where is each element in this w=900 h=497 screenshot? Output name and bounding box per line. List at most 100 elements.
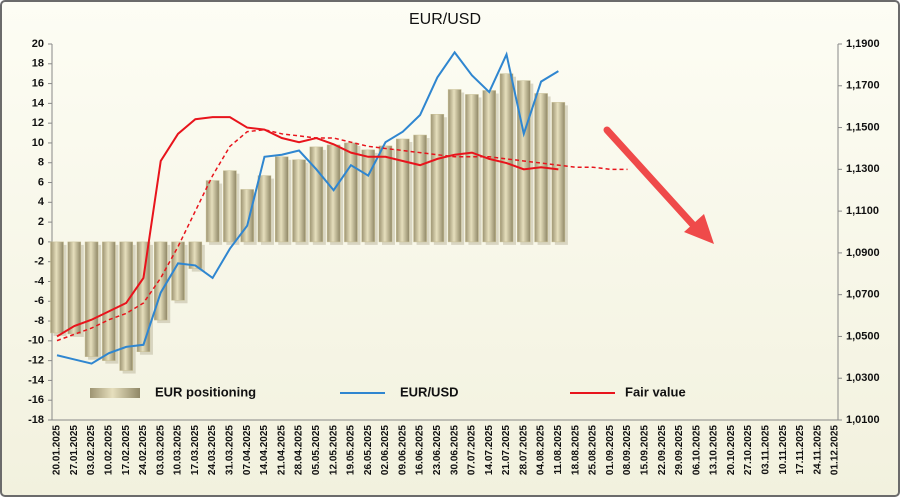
y-tick-label: 6 [38, 176, 44, 188]
bar [447, 89, 462, 243]
y-tick-label: 18 [32, 58, 44, 70]
legend-label: Fair value [625, 384, 686, 399]
x-tick-label: 27.10.2025 [743, 425, 754, 475]
y-tick-label: 0 [38, 236, 44, 248]
x-tick-label: 27.01.2025 [69, 425, 80, 475]
x-tick-label: 22.09.2025 [657, 425, 668, 475]
legend-label: EUR/USD [400, 384, 459, 399]
x-tick-label: 06.10.2025 [691, 425, 702, 475]
x-tick-label: 25.08.2025 [588, 425, 599, 475]
y-tick-label: -2 [34, 256, 44, 268]
y2-tick-label: 1,1500 [846, 121, 880, 133]
bar [67, 241, 82, 335]
x-tick-label: 24.03.2025 [207, 425, 218, 475]
bar [292, 159, 306, 243]
y-tick-label: -10 [28, 335, 44, 347]
x-tick-label: 10.11.2025 [778, 425, 789, 475]
bar [309, 146, 324, 243]
x-tick-label: 19.05.2025 [346, 425, 357, 475]
y2-tick-label: 1,1900 [846, 38, 880, 50]
bar [240, 189, 254, 243]
y2-tick-label: 1,1300 [846, 163, 880, 175]
y-tick-label: -6 [34, 295, 44, 307]
x-tick-label: 03.03.2025 [155, 425, 166, 475]
x-tick-label: 21.04.2025 [276, 425, 287, 475]
bar [361, 149, 375, 243]
y-tick-label: 16 [32, 77, 44, 89]
bar [465, 94, 479, 243]
x-tick-label: 11.08.2025 [553, 425, 564, 475]
chart-title: EUR/USD [409, 11, 481, 28]
x-tick-label: 30.06.2025 [449, 425, 460, 475]
bar [344, 142, 358, 243]
x-tick-label: 02.06.2025 [380, 425, 391, 475]
x-tick-label: 28.04.2025 [294, 425, 305, 475]
y2-tick-label: 1,0100 [846, 414, 880, 426]
line [56, 50, 559, 365]
bar [205, 180, 220, 243]
y-tick-label: -14 [28, 374, 45, 386]
x-tick-label: 14.07.2025 [484, 425, 495, 475]
y-tick-label: 2 [38, 216, 44, 228]
y2-tick-label: 1,0900 [846, 247, 880, 259]
bar [257, 175, 272, 243]
dashed-line [56, 128, 628, 342]
x-tick-label: 14.04.2025 [259, 425, 270, 475]
y-tick-label: -18 [28, 414, 44, 426]
y-tick-label: 14 [32, 97, 45, 109]
arrow [603, 126, 714, 244]
x-tick-label: 01.09.2025 [605, 425, 616, 475]
x-tick-label: 17.02.2025 [121, 425, 132, 475]
x-tick-label: 21.07.2025 [501, 425, 512, 475]
x-tick-label: 17.11.2025 [795, 425, 806, 475]
x-tick-label: 24.02.2025 [138, 425, 149, 475]
x-tick-label: 03.02.2025 [86, 425, 97, 475]
y2-tick-label: 1,0700 [846, 289, 880, 301]
x-tick-label: 16.06.2025 [415, 425, 426, 475]
y-tick-label: 8 [38, 157, 44, 169]
bar [171, 241, 185, 301]
bar [188, 241, 203, 269]
bar [136, 241, 151, 352]
x-tick-label: 13.10.2025 [709, 425, 720, 475]
bar [275, 156, 289, 243]
y-tick-label: -12 [28, 355, 44, 367]
x-tick-label: 20.01.2025 [52, 425, 63, 475]
x-tick-label: 23.06.2025 [432, 425, 443, 475]
y2-tick-label: 1,1700 [846, 80, 880, 92]
line [56, 116, 559, 338]
x-tick-label: 05.05.2025 [311, 425, 322, 475]
bar [430, 114, 445, 243]
y-tick-label: 20 [32, 38, 44, 50]
bar [326, 144, 341, 243]
bar [499, 73, 514, 243]
y2-tick-label: 1,1100 [846, 205, 879, 217]
x-tick-label: 31.03.2025 [225, 425, 236, 475]
bar [482, 90, 496, 243]
x-tick-label: 09.06.2025 [397, 425, 408, 475]
y2-tick-label: 1,0300 [846, 372, 880, 384]
x-tick-label: 10.02.2025 [104, 425, 115, 475]
y-tick-label: -16 [28, 394, 44, 406]
x-tick-label: 10.03.2025 [173, 425, 184, 475]
bar [413, 134, 427, 243]
bar [551, 102, 566, 243]
x-tick-label: 03.11.2025 [760, 425, 771, 475]
bar [378, 145, 393, 243]
bar [84, 241, 99, 357]
x-tick-label: 18.08.2025 [570, 425, 581, 475]
bar [223, 170, 237, 243]
y2-tick-label: 1,0500 [846, 330, 880, 342]
x-tick-label: 28.07.2025 [518, 425, 529, 475]
bar [102, 241, 116, 361]
y-tick-label: -4 [34, 275, 45, 287]
x-tick-label: 08.09.2025 [622, 425, 633, 475]
y-tick-label: 10 [32, 137, 44, 149]
legend-label: EUR positioning [155, 384, 256, 399]
y-tick-label: -8 [34, 315, 44, 327]
x-tick-label: 07.07.2025 [467, 425, 478, 475]
x-tick-label: 01.12.2025 [830, 425, 841, 475]
x-tick-label: 26.05.2025 [363, 425, 374, 475]
